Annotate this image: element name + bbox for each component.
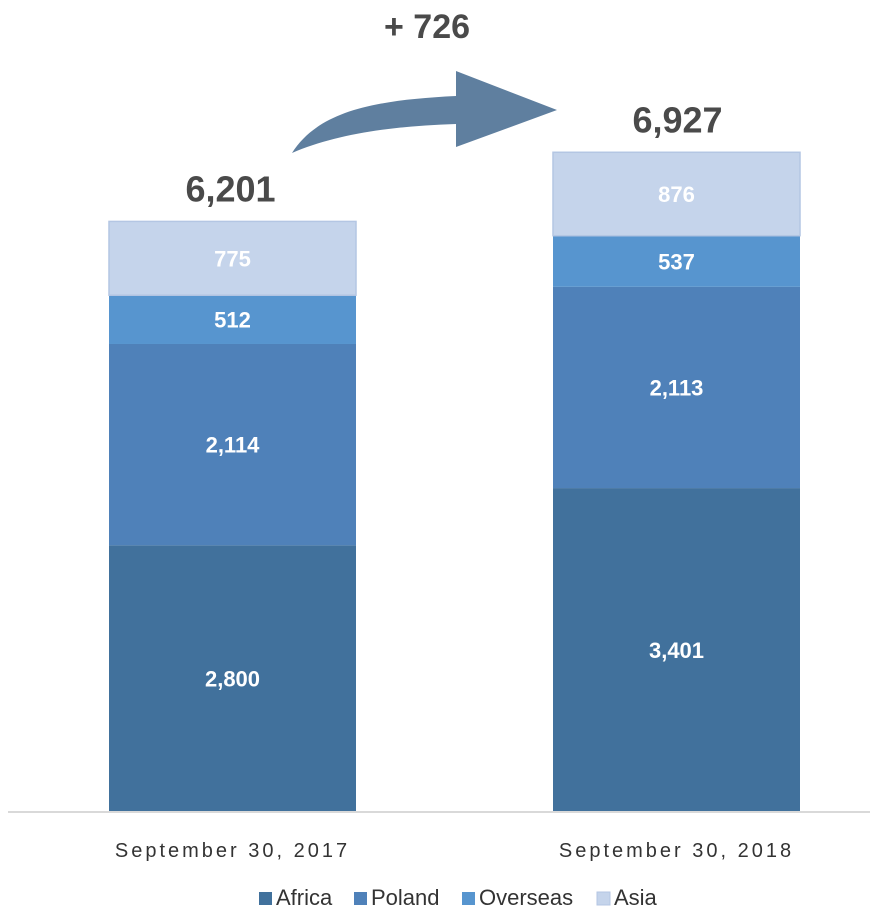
legend-swatch-overseas [462, 892, 475, 905]
delta-label: + 726 [384, 8, 470, 46]
bar-segment-asia-2 [552, 151, 801, 237]
data-label-asia-1: 775 [214, 246, 251, 271]
bars-layer [108, 151, 801, 812]
data-label-overseas-2: 537 [658, 249, 695, 274]
total-label-2: 6,927 [632, 99, 722, 140]
totals-layer: 6,201 6,927 [185, 99, 722, 209]
legend: Africa Poland Overseas Asia [259, 885, 658, 910]
growth-arrow-shape [292, 71, 557, 153]
bar-segment-asia-1 [108, 220, 357, 296]
segment-labels-layer: 2,800 2,114 512 775 3,401 2,113 537 876 [205, 182, 704, 692]
bar-segment-poland-2 [553, 286, 800, 489]
bar-segment-africa-2 [553, 488, 800, 812]
growth-arrow [292, 71, 557, 153]
data-label-africa-2: 3,401 [649, 638, 704, 663]
bar-segment-overseas-2 [553, 235, 800, 287]
bar-segment-overseas-1 [109, 295, 356, 344]
bar-segment-poland-1 [109, 343, 356, 546]
data-label-africa-1: 2,800 [205, 667, 260, 692]
bar-segment-africa-1 [109, 545, 356, 812]
category-labels-layer: September 30, 2017 September 30, 2018 [115, 840, 794, 862]
data-label-asia-2: 876 [658, 182, 695, 207]
data-label-overseas-1: 512 [214, 308, 251, 333]
legend-label-overseas: Overseas [479, 885, 573, 910]
legend-swatch-poland [354, 892, 367, 905]
category-label-2: September 30, 2018 [559, 840, 794, 862]
legend-label-poland: Poland [371, 885, 440, 910]
legend-swatch-africa [259, 892, 272, 905]
legend-label-africa: Africa [276, 885, 333, 910]
legend-label-asia: Asia [614, 885, 658, 910]
legend-swatch-asia [596, 891, 611, 906]
data-label-poland-1: 2,114 [206, 433, 261, 458]
total-label-1: 6,201 [185, 168, 275, 209]
data-label-poland-2: 2,113 [650, 375, 704, 400]
category-label-1: September 30, 2017 [115, 840, 350, 862]
